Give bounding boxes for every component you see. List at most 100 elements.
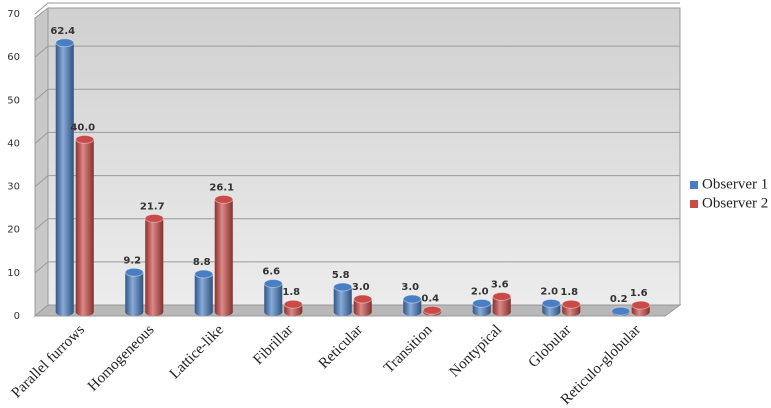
y-tick-label: 50 [7, 95, 20, 106]
y-tick-label: 40 [7, 138, 20, 149]
legend-key [690, 200, 698, 208]
bar-shade [472, 303, 491, 312]
bar [492, 291, 512, 316]
value-label: 40.0 [70, 122, 95, 133]
bar-top [144, 213, 164, 223]
value-label: 6.6 [262, 267, 280, 278]
bar [402, 294, 422, 316]
bar-top [561, 299, 581, 309]
bar-base-shade [353, 308, 372, 316]
value-label: 8.8 [193, 257, 211, 268]
bar [124, 267, 144, 316]
value-label: 21.7 [140, 201, 165, 212]
bar-base-shade [472, 308, 491, 316]
value-label: 1.8 [560, 287, 578, 298]
bar-top [472, 298, 492, 308]
y-tick-label: 60 [7, 52, 20, 63]
bar-top [631, 300, 651, 310]
grid-line [34, 261, 680, 274]
grid-line [34, 88, 680, 101]
bar [55, 38, 75, 316]
y-tick-label: 20 [7, 225, 20, 236]
legend-label: Observer 1 [702, 176, 768, 192]
bar [611, 306, 631, 316]
bar-top [55, 38, 75, 48]
grid-line [34, 45, 680, 58]
bar-top [214, 194, 234, 204]
bar-base-shade [492, 308, 511, 316]
bar-shade [214, 199, 233, 312]
bar-base-shade [75, 308, 94, 316]
bar-top [402, 294, 422, 304]
bar-base-shade [562, 308, 581, 316]
bar-shade [75, 139, 94, 312]
side-wall [34, 6, 49, 318]
bar-top [194, 269, 214, 279]
bar-shade [333, 286, 352, 312]
bar [214, 194, 234, 316]
bar-base-shade [214, 308, 233, 316]
value-label: 2.0 [471, 286, 489, 297]
bar-top [263, 279, 283, 289]
bar-base-shade [542, 308, 561, 316]
x-tick-label: Lattice-like [167, 322, 227, 382]
grid-line [34, 218, 680, 231]
x-tick-label: Fibrillar [250, 322, 296, 368]
bar-base-shade [55, 308, 74, 316]
value-label: 26.1 [209, 182, 234, 193]
value-label: 2.0 [540, 286, 558, 297]
x-tick-label: Transition [381, 322, 436, 377]
bar-shade [264, 283, 283, 312]
bar [283, 299, 303, 316]
bar-shade [55, 42, 74, 312]
legend-key [690, 181, 698, 189]
bar-top [492, 291, 512, 301]
bar-shade [145, 218, 164, 312]
value-label: 3.6 [491, 279, 509, 290]
grid-line [34, 131, 680, 144]
value-label: 0.2 [610, 294, 628, 305]
value-label: 1.6 [630, 288, 648, 299]
bar-top [353, 294, 373, 304]
legend-label: Observer 2 [702, 195, 768, 211]
bar [144, 213, 164, 316]
bar-base-shade [125, 308, 144, 316]
bar-top [333, 282, 353, 292]
bar [263, 279, 283, 316]
value-label: 9.2 [123, 255, 141, 266]
bar [422, 305, 442, 316]
x-tick-label: Homogeneous [85, 322, 158, 395]
bar-shade [542, 303, 561, 312]
y-tick-label: 0 [14, 311, 20, 322]
bar-top [283, 299, 303, 309]
x-tick-label: Parallel furrows [9, 322, 88, 401]
value-label: 3.0 [401, 282, 419, 293]
bar-top [422, 305, 442, 315]
bar-top [124, 267, 144, 277]
bar [541, 298, 561, 316]
bar [333, 282, 353, 316]
value-label: 3.0 [352, 282, 370, 293]
x-tick-label: Reticular [316, 322, 366, 372]
value-label: 0.4 [421, 293, 439, 304]
bar-top [611, 306, 631, 316]
bar [631, 300, 651, 316]
bar [75, 134, 95, 316]
bar-shade [492, 296, 511, 312]
bar-base-shade [333, 308, 352, 316]
bar [561, 299, 581, 316]
x-tick-label: Globular [525, 322, 574, 371]
y-tick-label: 30 [7, 182, 20, 193]
bar-top [75, 134, 95, 144]
bar-base-shade [284, 308, 303, 316]
value-label: 1.8 [282, 287, 300, 298]
value-label: 62.4 [50, 26, 75, 37]
grid-line [34, 2, 680, 15]
bar-base-shade [403, 308, 422, 316]
back-wall [47, 7, 681, 306]
bar-base-shade [145, 308, 164, 316]
bar-shade [125, 272, 144, 312]
x-tick-label: Nontypical [447, 322, 505, 380]
bar [194, 269, 214, 316]
